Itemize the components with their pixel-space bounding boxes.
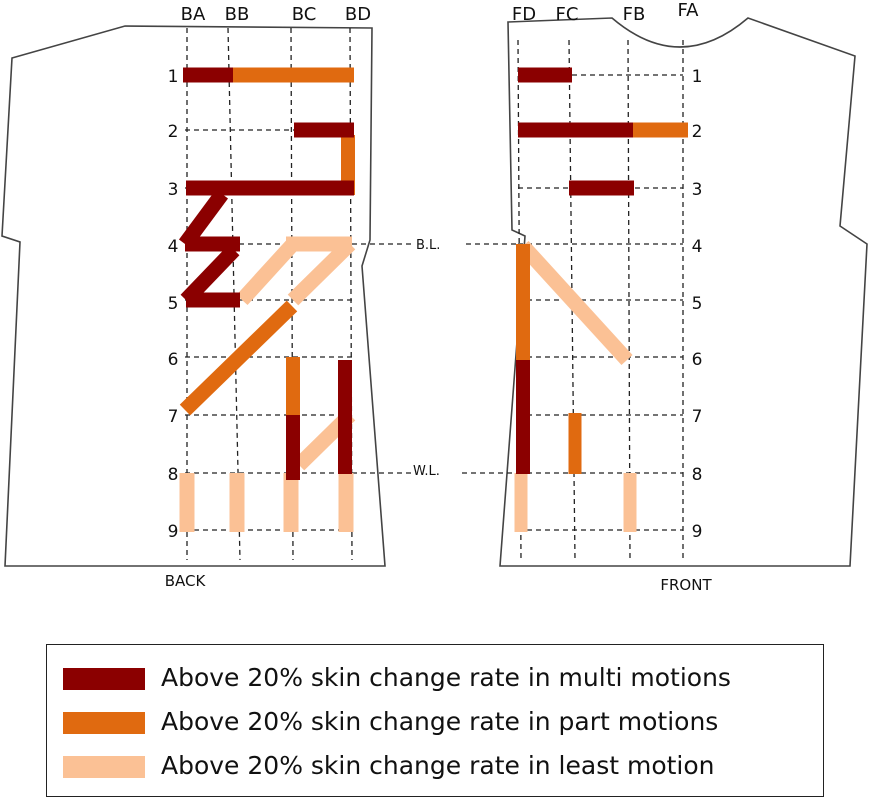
front-row-label-2: 2 — [692, 122, 703, 142]
front-least-diag-fd4-fb6 — [517, 240, 633, 366]
front-col-label-fb: FB — [623, 4, 646, 25]
legend-label-least: Above 20% skin change rate in least moti… — [161, 751, 715, 780]
legend-item-part: Above 20% skin change rate in part motio… — [61, 707, 811, 737]
legend-item-least: Above 20% skin change rate in least moti… — [61, 751, 811, 781]
front-row-label-4: 4 — [692, 237, 703, 257]
front-row-label-3: 3 — [692, 180, 703, 200]
garment-grid-diagram: BA BB BC BD FD FC FB FA 1 2 3 4 5 6 7 8 … — [1, 0, 868, 594]
legend-item-multi: Above 20% skin change rate in multi moti… — [61, 663, 811, 693]
back-row-label-2: 2 — [168, 122, 179, 142]
back-row-label-1: 1 — [168, 67, 179, 87]
front-col-label-fa: FA — [677, 0, 699, 21]
front-row-label-8: 8 — [692, 465, 703, 485]
back-bodice-outline — [1, 25, 386, 567]
back-multi-zig-3 — [180, 244, 240, 306]
back-col-label-bc: BC — [292, 4, 317, 25]
back-row-label-3: 3 — [168, 180, 179, 200]
grid-lines — [185, 27, 684, 561]
back-part-diag-7-5 — [179, 300, 298, 416]
back-row-label-5: 5 — [168, 294, 179, 314]
back-row-label-7: 7 — [168, 407, 179, 427]
legend-swatch-part — [63, 712, 145, 734]
back-row-label-4: 4 — [168, 237, 179, 257]
back-least-diag-bc5-bd4 — [287, 238, 356, 306]
front-row-label-9: 9 — [692, 522, 703, 542]
back-col-label-bd: BD — [345, 4, 371, 25]
front-view-label: FRONT — [660, 576, 712, 594]
legend-label-part: Above 20% skin change rate in part motio… — [161, 707, 719, 736]
legend-swatch-multi — [63, 668, 145, 690]
back-row-label-9: 9 — [168, 522, 179, 542]
skin-change-segments — [178, 67, 688, 532]
back-least-diag-bb5-bc4 — [236, 238, 299, 306]
front-col-label-fc: FC — [556, 4, 579, 25]
front-col-label-fd: FD — [512, 4, 536, 25]
back-col-label-ba: BA — [181, 4, 206, 25]
bust-line-label: B.L. — [416, 238, 440, 253]
front-row-label-6: 6 — [692, 350, 703, 370]
front-row-label-5: 5 — [692, 294, 703, 314]
back-view-label: BACK — [165, 572, 207, 590]
front-row-label-1: 1 — [692, 67, 703, 87]
back-row-label-8: 8 — [168, 465, 179, 485]
legend: Above 20% skin change rate in multi moti… — [46, 644, 824, 797]
legend-swatch-least — [63, 756, 145, 778]
back-col-label-bb: BB — [225, 4, 250, 25]
back-multi-zig-1 — [178, 189, 229, 249]
front-row-label-7: 7 — [692, 407, 703, 427]
back-grid-vertical-2 — [227, 27, 241, 561]
back-row-label-6: 6 — [168, 350, 179, 370]
waist-line-label: W.L. — [413, 464, 440, 479]
front-bodice-outline — [499, 17, 868, 567]
legend-label-multi: Above 20% skin change rate in multi moti… — [161, 663, 731, 692]
